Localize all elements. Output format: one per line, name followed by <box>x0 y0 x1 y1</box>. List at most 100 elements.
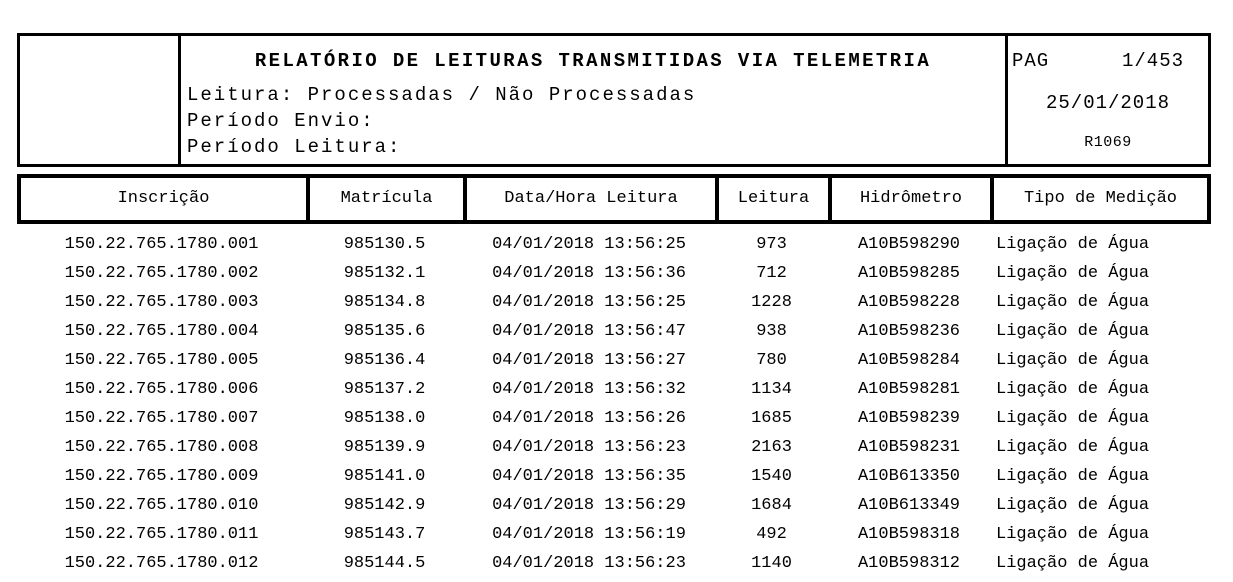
cell-inscricao: 150.22.765.1780.003 <box>64 293 259 312</box>
cell-inscricao: 150.22.765.1780.012 <box>64 554 259 573</box>
cell-hidrometro: A10B613350 <box>857 467 961 486</box>
cell-matricula: 985136.4 <box>343 351 426 370</box>
report-subtitle-lines: Leitura: Processadas / Não Processadas P… <box>187 82 999 160</box>
cell-leitura: 712 <box>756 264 787 283</box>
cell-tipo-de-medicao: Ligação de Água <box>996 264 1150 283</box>
cell-data-hora: 04/01/2018 13:56:23 <box>492 554 686 573</box>
cell-leitura: 492 <box>756 525 787 544</box>
cell-inscricao: 150.22.765.1780.007 <box>64 409 259 428</box>
cell-data-hora: 04/01/2018 13:56:35 <box>492 467 686 486</box>
cell-hidrometro: A10B598284 <box>857 351 961 370</box>
table-row: 150.22.765.1780.004 985135.6 04/01/2018 … <box>17 317 1211 346</box>
table-row: 150.22.765.1780.002 985132.1 04/01/2018 … <box>17 259 1211 288</box>
cell-tipo-de-medicao: Ligação de Água <box>996 409 1150 428</box>
column-header-leitura: Leitura <box>715 178 828 220</box>
cell-matricula: 985132.1 <box>343 264 426 283</box>
cell-matricula: 985130.5 <box>343 235 426 254</box>
cell-tipo-de-medicao: Ligação de Água <box>996 322 1150 341</box>
cell-leitura: 1684 <box>751 496 792 515</box>
cell-inscricao: 150.22.765.1780.010 <box>64 496 259 515</box>
table-row: 150.22.765.1780.010 985142.9 04/01/2018 … <box>17 491 1211 520</box>
cell-hidrometro: A10B598281 <box>857 380 961 399</box>
cell-leitura: 1540 <box>751 467 792 486</box>
cell-data-hora: 04/01/2018 13:56:36 <box>492 264 686 283</box>
column-header-inscricao: Inscrição <box>117 189 210 208</box>
cell-leitura: 1140 <box>751 554 792 573</box>
cell-data-hora: 04/01/2018 13:56:25 <box>492 235 686 254</box>
page-number-row: PAG 1/453 <box>1008 48 1208 74</box>
cell-data-hora: 04/01/2018 13:56:29 <box>492 496 686 515</box>
report-period-envio-line: Período Envio: <box>187 110 375 132</box>
column-header-tipo-de-medicao: Tipo de Medição <box>990 178 1207 220</box>
table-row: 150.22.765.1780.005 985136.4 04/01/2018 … <box>17 346 1211 375</box>
cell-matricula: 985135.6 <box>343 322 426 341</box>
report-code: R1069 <box>1084 134 1132 151</box>
cell-data-hora: 04/01/2018 13:56:27 <box>492 351 686 370</box>
cell-matricula: 985134.8 <box>343 293 426 312</box>
cell-hidrometro: A10B598239 <box>857 409 961 428</box>
cell-hidrometro: A10B598231 <box>857 438 961 457</box>
cell-inscricao: 150.22.765.1780.009 <box>64 467 259 486</box>
cell-leitura: 1685 <box>751 409 792 428</box>
cell-matricula: 985143.7 <box>343 525 426 544</box>
cell-matricula: 985144.5 <box>343 554 426 573</box>
cell-leitura: 1228 <box>751 293 792 312</box>
column-header-data-hora: Data/Hora Leitura <box>463 178 715 220</box>
cell-matricula: 985139.9 <box>343 438 426 457</box>
table-row: 150.22.765.1780.012 985144.5 04/01/2018 … <box>17 549 1211 578</box>
logo-placeholder-cell <box>20 36 181 164</box>
cell-inscricao: 150.22.765.1780.005 <box>64 351 259 370</box>
report-filter-line: Leitura: Processadas / Não Processadas <box>187 84 697 106</box>
cell-data-hora: 04/01/2018 13:56:19 <box>492 525 686 544</box>
table-row: 150.22.765.1780.007 985138.0 04/01/2018 … <box>17 404 1211 433</box>
table-row: 150.22.765.1780.006 985137.2 04/01/2018 … <box>17 375 1211 404</box>
cell-matricula: 985138.0 <box>343 409 426 428</box>
cell-matricula: 985141.0 <box>343 467 426 486</box>
table-header-row: Inscrição Matrícula Data/Hora Leitura Le… <box>17 174 1211 224</box>
cell-tipo-de-medicao: Ligação de Água <box>996 351 1150 370</box>
cell-tipo-de-medicao: Ligação de Água <box>996 496 1150 515</box>
cell-data-hora: 04/01/2018 13:56:25 <box>492 293 686 312</box>
table-row: 150.22.765.1780.003 985134.8 04/01/2018 … <box>17 288 1211 317</box>
cell-inscricao: 150.22.765.1780.001 <box>64 235 259 254</box>
report-date: 25/01/2018 <box>1045 92 1171 114</box>
cell-hidrometro: A10B613349 <box>857 496 961 515</box>
cell-hidrometro: A10B598236 <box>857 322 961 341</box>
report-header-box: RELATÓRIO DE LEITURAS TRANSMITIDAS VIA T… <box>17 33 1211 167</box>
cell-tipo-de-medicao: Ligação de Água <box>996 554 1150 573</box>
cell-inscricao: 150.22.765.1780.002 <box>64 264 259 283</box>
cell-tipo-de-medicao: Ligação de Água <box>996 235 1150 254</box>
table-row: 150.22.765.1780.011 985143.7 04/01/2018 … <box>17 520 1211 549</box>
column-header-hidrometro: Hidrômetro <box>828 178 990 220</box>
cell-matricula: 985142.9 <box>343 496 426 515</box>
page-label: PAG <box>1012 50 1050 72</box>
report-title-cell: RELATÓRIO DE LEITURAS TRANSMITIDAS VIA T… <box>181 36 1005 164</box>
cell-tipo-de-medicao: Ligação de Água <box>996 293 1150 312</box>
cell-inscricao: 150.22.765.1780.006 <box>64 380 259 399</box>
cell-tipo-de-medicao: Ligação de Água <box>996 467 1150 486</box>
cell-leitura: 938 <box>756 322 787 341</box>
table-row: 150.22.765.1780.009 985141.0 04/01/2018 … <box>17 462 1211 491</box>
cell-data-hora: 04/01/2018 13:56:32 <box>492 380 686 399</box>
cell-tipo-de-medicao: Ligação de Água <box>996 380 1150 399</box>
cell-hidrometro: A10B598290 <box>857 235 961 254</box>
cell-leitura: 2163 <box>751 438 792 457</box>
cell-hidrometro: A10B598285 <box>857 264 961 283</box>
cell-inscricao: 150.22.765.1780.008 <box>64 438 259 457</box>
page-info-cell: PAG 1/453 25/01/2018 R1069 <box>1005 36 1208 164</box>
cell-tipo-de-medicao: Ligação de Água <box>996 525 1150 544</box>
column-header-matricula: Matrícula <box>306 178 463 220</box>
cell-hidrometro: A10B598312 <box>857 554 961 573</box>
cell-leitura: 973 <box>756 235 787 254</box>
page-number: 1/453 <box>1121 50 1184 72</box>
report-period-leitura-line: Período Leitura: <box>187 136 402 158</box>
report-title: RELATÓRIO DE LEITURAS TRANSMITIDAS VIA T… <box>254 50 932 72</box>
table-row: 150.22.765.1780.001 985130.5 04/01/2018 … <box>17 230 1211 259</box>
table-row: 150.22.765.1780.008 985139.9 04/01/2018 … <box>17 433 1211 462</box>
cell-inscricao: 150.22.765.1780.011 <box>64 525 259 544</box>
cell-data-hora: 04/01/2018 13:56:47 <box>492 322 686 341</box>
cell-leitura: 1134 <box>751 380 792 399</box>
cell-leitura: 780 <box>756 351 787 370</box>
cell-matricula: 985137.2 <box>343 380 426 399</box>
cell-data-hora: 04/01/2018 13:56:23 <box>492 438 686 457</box>
